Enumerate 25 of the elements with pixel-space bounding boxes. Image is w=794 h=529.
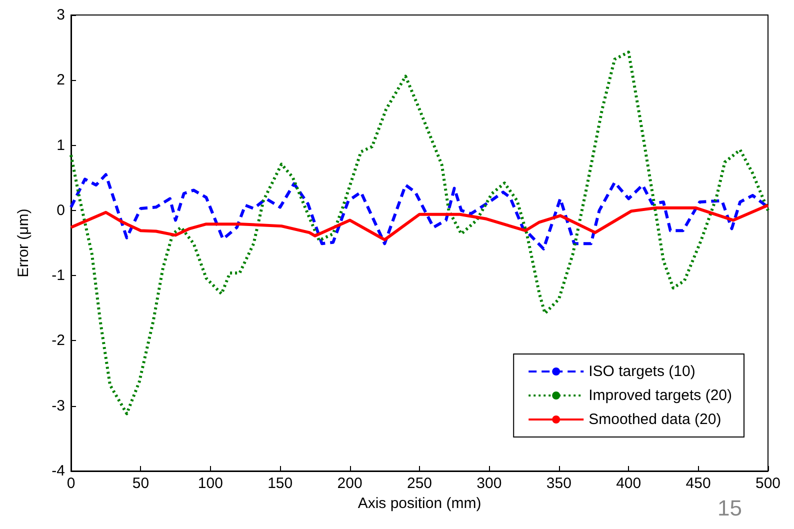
y-axis-title: Error (μm) (15, 208, 32, 278)
text: 15 (718, 496, 742, 520)
x-tick-label: 400 (616, 475, 642, 492)
y-tick-label: -4 (52, 462, 65, 480)
x-tick-label: 150 (268, 475, 293, 492)
legend-label: Improved targets (20) (588, 387, 732, 404)
y-tick-label: 3 (56, 6, 65, 24)
x-tick-label: 300 (476, 475, 502, 492)
x-tick-label: 500 (755, 475, 781, 492)
y-tick-label: -2 (52, 332, 65, 350)
x-tick-label: 350 (546, 475, 572, 492)
x-tick-label: 50 (132, 475, 150, 492)
line-series (70, 204, 770, 242)
x-tick-label: 450 (686, 475, 711, 492)
y-tick-label: 2 (56, 72, 65, 89)
legend-label: Smoothed data (20) (588, 411, 722, 428)
y-tick-label: 0 (56, 202, 65, 219)
x-tick-label: 100 (198, 475, 223, 492)
y-tick-label: -3 (52, 397, 65, 414)
y-tick-label: 1 (56, 136, 65, 154)
x-axis-title: Axis position (mm) (358, 494, 482, 512)
x-tick-label: 200 (337, 475, 362, 492)
legend-label: ISO targets (10) (588, 363, 696, 380)
x-tick-label: 250 (406, 475, 432, 492)
y-tick-label: -1 (52, 267, 65, 284)
